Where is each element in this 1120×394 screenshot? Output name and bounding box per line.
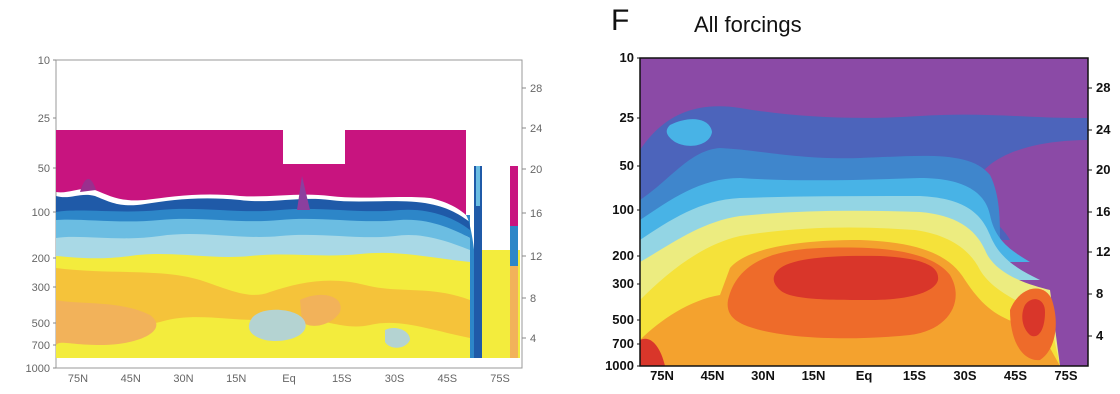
left-far-strip-blue (510, 226, 518, 266)
y-tick-label-left: 700 (612, 336, 634, 351)
x-tick-label: 75N (68, 373, 88, 385)
left-edge-strip-3 (476, 166, 480, 206)
x-tick-label: 45S (1004, 368, 1027, 383)
y-tick-label-left: 1000 (605, 358, 634, 373)
right-panel (639, 57, 1089, 367)
y-tick-label-right: 16 (530, 208, 542, 220)
right-red-core (773, 255, 939, 300)
x-tick-label: 75N (650, 368, 674, 383)
x-tick-label: 30S (385, 373, 405, 385)
y-tick-label-left: 200 (32, 253, 50, 265)
right-south-red-patch (1022, 299, 1045, 337)
y-tick-label-left: 25 (38, 113, 50, 125)
right-ticks: 75N 45N 30N 15N Eq 15S 30S 45S 75S 10 25 50 100 200 30… (605, 50, 1111, 383)
left-ticks: 75N 45N 30N 15N Eq 15S 30S 45S 75S 10 25 50 100 200 30… (26, 55, 543, 385)
left-purple-bump (80, 178, 96, 192)
y-tick-label-right: 12 (530, 251, 542, 263)
left-far-strip-orange (510, 266, 518, 358)
left-pale-patch-2 (385, 328, 410, 348)
right-north-red-corner (640, 338, 665, 366)
y-tick-label-left: 500 (32, 318, 50, 330)
y-tick-label-left: 700 (32, 340, 50, 352)
left-orange-patch-2 (300, 294, 341, 326)
x-tick-label: 15N (802, 368, 826, 383)
y-tick-label-right: 24 (530, 123, 542, 135)
y-tick-label-right: 8 (530, 293, 536, 305)
y-tick-label-right: 24 (1096, 122, 1111, 137)
left-purple-spike (297, 176, 310, 210)
x-tick-label: 45N (701, 368, 725, 383)
x-tick-label: 15S (332, 373, 352, 385)
left-panel (55, 59, 523, 369)
y-tick-label-left: 300 (32, 282, 50, 294)
y-tick-label-right: 4 (530, 333, 536, 345)
y-tick-label-right: 28 (1096, 80, 1110, 95)
y-tick-label-left: 10 (620, 50, 634, 65)
y-tick-label-left: 100 (32, 207, 50, 219)
y-tick-label-left: 50 (620, 158, 634, 173)
y-tick-label-right: 12 (1096, 244, 1110, 259)
y-tick-label-left: 200 (612, 248, 634, 263)
left-magenta-region (56, 130, 466, 215)
left-far-strip-magenta (510, 166, 518, 226)
y-tick-label-left: 500 (612, 312, 634, 327)
panel-letter: F (611, 4, 630, 37)
y-tick-label-left: 100 (612, 202, 634, 217)
x-tick-label: 15S (903, 368, 926, 383)
y-tick-label-right: 28 (530, 83, 542, 95)
y-tick-label-left: 10 (38, 55, 50, 67)
left-edge-strip-2 (474, 166, 482, 358)
left-pale-patch (248, 309, 306, 342)
y-tick-label-right: 16 (1096, 204, 1110, 219)
y-tick-label-left: 25 (620, 110, 634, 125)
panel-title: All forcings (694, 12, 802, 37)
x-tick-label: 45N (121, 373, 141, 385)
x-tick-label: 75S (1054, 368, 1077, 383)
x-tick-label: Eq (856, 368, 873, 383)
y-tick-label-right: 8 (1096, 286, 1103, 301)
x-tick-label: 30N (173, 373, 193, 385)
x-tick-label: 30S (953, 368, 976, 383)
left-orange-band (56, 268, 470, 338)
y-tick-label-left: 50 (38, 163, 50, 175)
x-tick-label: 45S (437, 373, 457, 385)
right-sky-patch (666, 119, 712, 146)
y-tick-label-left: 300 (612, 276, 634, 291)
left-orange-patch-1 (56, 300, 157, 345)
y-tick-label-left: 1000 (26, 363, 50, 375)
x-tick-label: Eq (282, 373, 295, 385)
x-tick-label: 75S (490, 373, 510, 385)
x-tick-label: 15N (226, 373, 246, 385)
left-blue-dark-layer (56, 194, 470, 230)
y-tick-label-right: 20 (530, 164, 542, 176)
x-tick-label: 30N (751, 368, 775, 383)
y-tick-label-right: 20 (1096, 162, 1110, 177)
y-tick-label-right: 4 (1096, 328, 1104, 343)
